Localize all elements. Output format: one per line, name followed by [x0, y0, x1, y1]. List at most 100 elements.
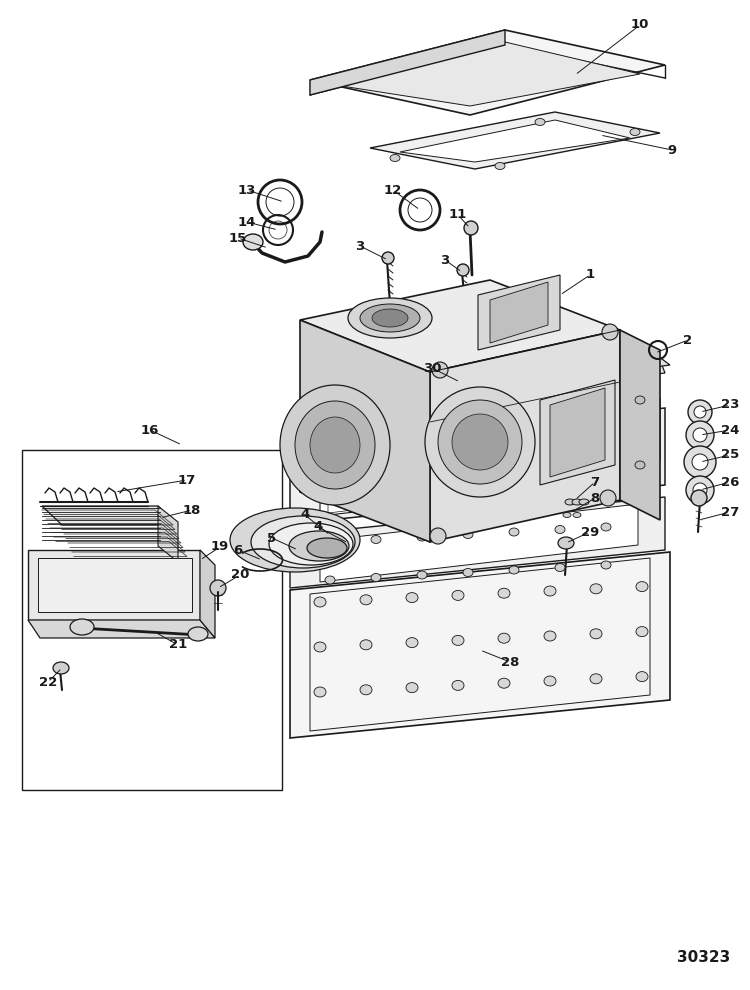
Text: 25: 25 [721, 448, 739, 461]
Ellipse shape [544, 586, 556, 596]
Ellipse shape [371, 573, 381, 581]
Ellipse shape [325, 576, 335, 584]
Ellipse shape [452, 680, 464, 690]
Ellipse shape [691, 490, 707, 506]
Bar [22, 450, 282, 790]
Polygon shape [38, 558, 192, 612]
Ellipse shape [544, 676, 556, 686]
Polygon shape [490, 282, 548, 343]
Ellipse shape [457, 264, 469, 276]
Ellipse shape [406, 638, 418, 647]
Ellipse shape [601, 561, 611, 569]
Ellipse shape [694, 406, 706, 418]
Ellipse shape [565, 499, 575, 505]
Ellipse shape [590, 629, 602, 639]
Ellipse shape [590, 584, 602, 594]
Polygon shape [290, 552, 670, 738]
Polygon shape [310, 30, 665, 115]
Ellipse shape [692, 454, 708, 470]
Ellipse shape [390, 154, 400, 161]
Ellipse shape [314, 687, 326, 697]
Text: 7: 7 [590, 475, 599, 488]
Polygon shape [42, 506, 178, 525]
Ellipse shape [230, 508, 360, 572]
Polygon shape [350, 400, 353, 500]
Polygon shape [335, 42, 640, 106]
Polygon shape [350, 360, 665, 413]
Ellipse shape [693, 483, 707, 497]
Text: 24: 24 [721, 424, 740, 437]
Text: 30323: 30323 [676, 950, 730, 965]
Ellipse shape [269, 523, 353, 565]
Polygon shape [400, 120, 630, 162]
Polygon shape [320, 416, 640, 516]
Ellipse shape [425, 387, 535, 497]
Ellipse shape [188, 627, 208, 641]
Ellipse shape [452, 590, 464, 600]
Text: 1: 1 [586, 268, 595, 281]
Polygon shape [540, 380, 615, 485]
Text: 17: 17 [178, 473, 197, 486]
Text: 4: 4 [300, 509, 310, 522]
Ellipse shape [601, 523, 611, 531]
Ellipse shape [463, 568, 473, 576]
Ellipse shape [498, 588, 510, 598]
Ellipse shape [280, 385, 390, 505]
Text: 26: 26 [721, 475, 740, 488]
Polygon shape [300, 280, 620, 372]
Ellipse shape [636, 627, 648, 637]
Ellipse shape [406, 682, 418, 693]
Ellipse shape [498, 634, 510, 644]
Ellipse shape [509, 566, 519, 574]
Ellipse shape [452, 636, 464, 645]
Ellipse shape [688, 400, 712, 424]
Ellipse shape [693, 428, 707, 442]
Ellipse shape [635, 461, 645, 469]
Ellipse shape [636, 671, 648, 681]
Ellipse shape [243, 234, 263, 250]
Text: 21: 21 [169, 639, 188, 651]
Text: 27: 27 [721, 506, 739, 519]
Ellipse shape [348, 298, 432, 338]
Ellipse shape [417, 533, 427, 541]
Text: 6: 6 [233, 544, 243, 556]
Ellipse shape [509, 528, 519, 536]
Polygon shape [355, 350, 650, 398]
Polygon shape [430, 330, 620, 542]
Text: 8: 8 [590, 491, 600, 505]
Polygon shape [200, 550, 215, 638]
Ellipse shape [382, 252, 394, 264]
Ellipse shape [636, 581, 648, 592]
Ellipse shape [438, 400, 522, 484]
Ellipse shape [558, 537, 574, 549]
Polygon shape [290, 408, 665, 524]
Text: 3: 3 [356, 240, 364, 252]
Ellipse shape [463, 531, 473, 539]
Ellipse shape [295, 401, 375, 489]
Ellipse shape [686, 476, 714, 504]
Ellipse shape [314, 597, 326, 607]
Polygon shape [540, 398, 660, 477]
Ellipse shape [544, 631, 556, 641]
Polygon shape [550, 388, 605, 477]
Ellipse shape [417, 571, 427, 579]
Ellipse shape [563, 513, 571, 518]
Ellipse shape [555, 469, 565, 477]
Ellipse shape [360, 640, 372, 649]
Text: 16: 16 [141, 424, 159, 437]
Polygon shape [320, 504, 638, 582]
Ellipse shape [210, 580, 226, 596]
Ellipse shape [289, 531, 349, 561]
Ellipse shape [600, 490, 616, 506]
Ellipse shape [371, 536, 381, 544]
Text: 11: 11 [448, 209, 467, 222]
Text: 18: 18 [183, 504, 201, 517]
Ellipse shape [555, 406, 565, 414]
Ellipse shape [573, 513, 581, 518]
Text: 28: 28 [501, 655, 519, 668]
Ellipse shape [535, 119, 545, 126]
Ellipse shape [555, 563, 565, 571]
Text: 22: 22 [39, 675, 57, 688]
Polygon shape [158, 506, 178, 562]
Ellipse shape [555, 526, 565, 534]
